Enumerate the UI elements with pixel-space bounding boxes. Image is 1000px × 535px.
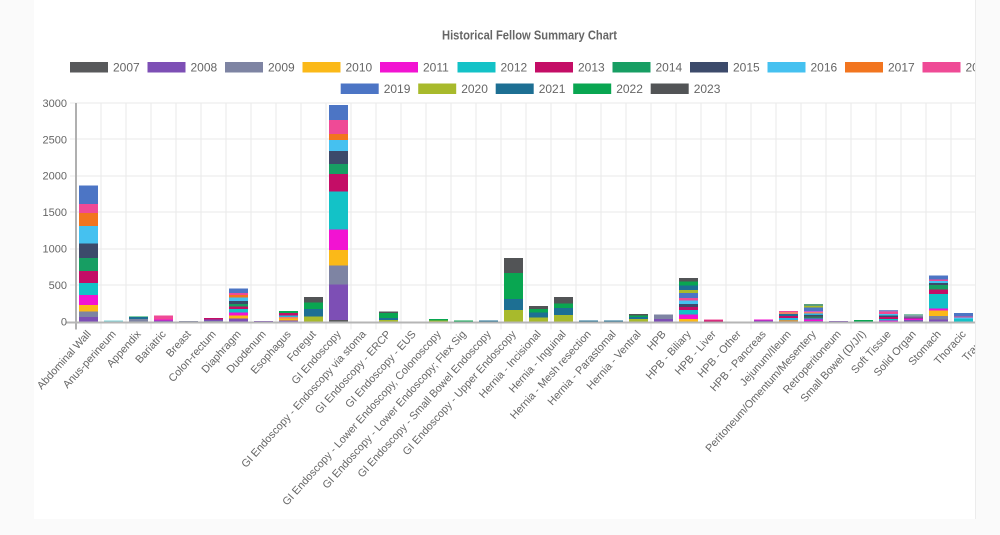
- svg-text:2021: 2021: [539, 82, 566, 96]
- svg-text:2023: 2023: [694, 82, 721, 96]
- svg-text:2008: 2008: [191, 61, 218, 75]
- svg-text:2007: 2007: [113, 61, 140, 75]
- svg-text:2016: 2016: [811, 61, 838, 75]
- svg-text:2022: 2022: [616, 82, 643, 96]
- svg-text:0: 0: [61, 317, 67, 329]
- svg-text:2014: 2014: [656, 61, 683, 75]
- svg-text:2019: 2019: [384, 82, 411, 96]
- svg-text:2500: 2500: [43, 134, 67, 146]
- svg-text:2015: 2015: [733, 61, 760, 75]
- svg-text:2010: 2010: [346, 61, 373, 75]
- svg-text:Historical Fellow Summary Char: Historical Fellow Summary Chart: [442, 28, 618, 43]
- svg-text:2013: 2013: [578, 61, 605, 75]
- svg-text:2011: 2011: [423, 61, 449, 75]
- svg-text:2018: 2018: [966, 61, 976, 75]
- svg-text:3000: 3000: [43, 98, 67, 110]
- svg-text:500: 500: [49, 280, 67, 292]
- svg-text:2012: 2012: [501, 61, 528, 75]
- svg-text:2009: 2009: [268, 61, 295, 75]
- svg-text:1500: 1500: [43, 207, 67, 219]
- svg-text:1000: 1000: [43, 244, 67, 256]
- svg-text:2020: 2020: [461, 82, 488, 96]
- svg-text:2017: 2017: [888, 61, 915, 75]
- svg-text:2000: 2000: [43, 171, 67, 183]
